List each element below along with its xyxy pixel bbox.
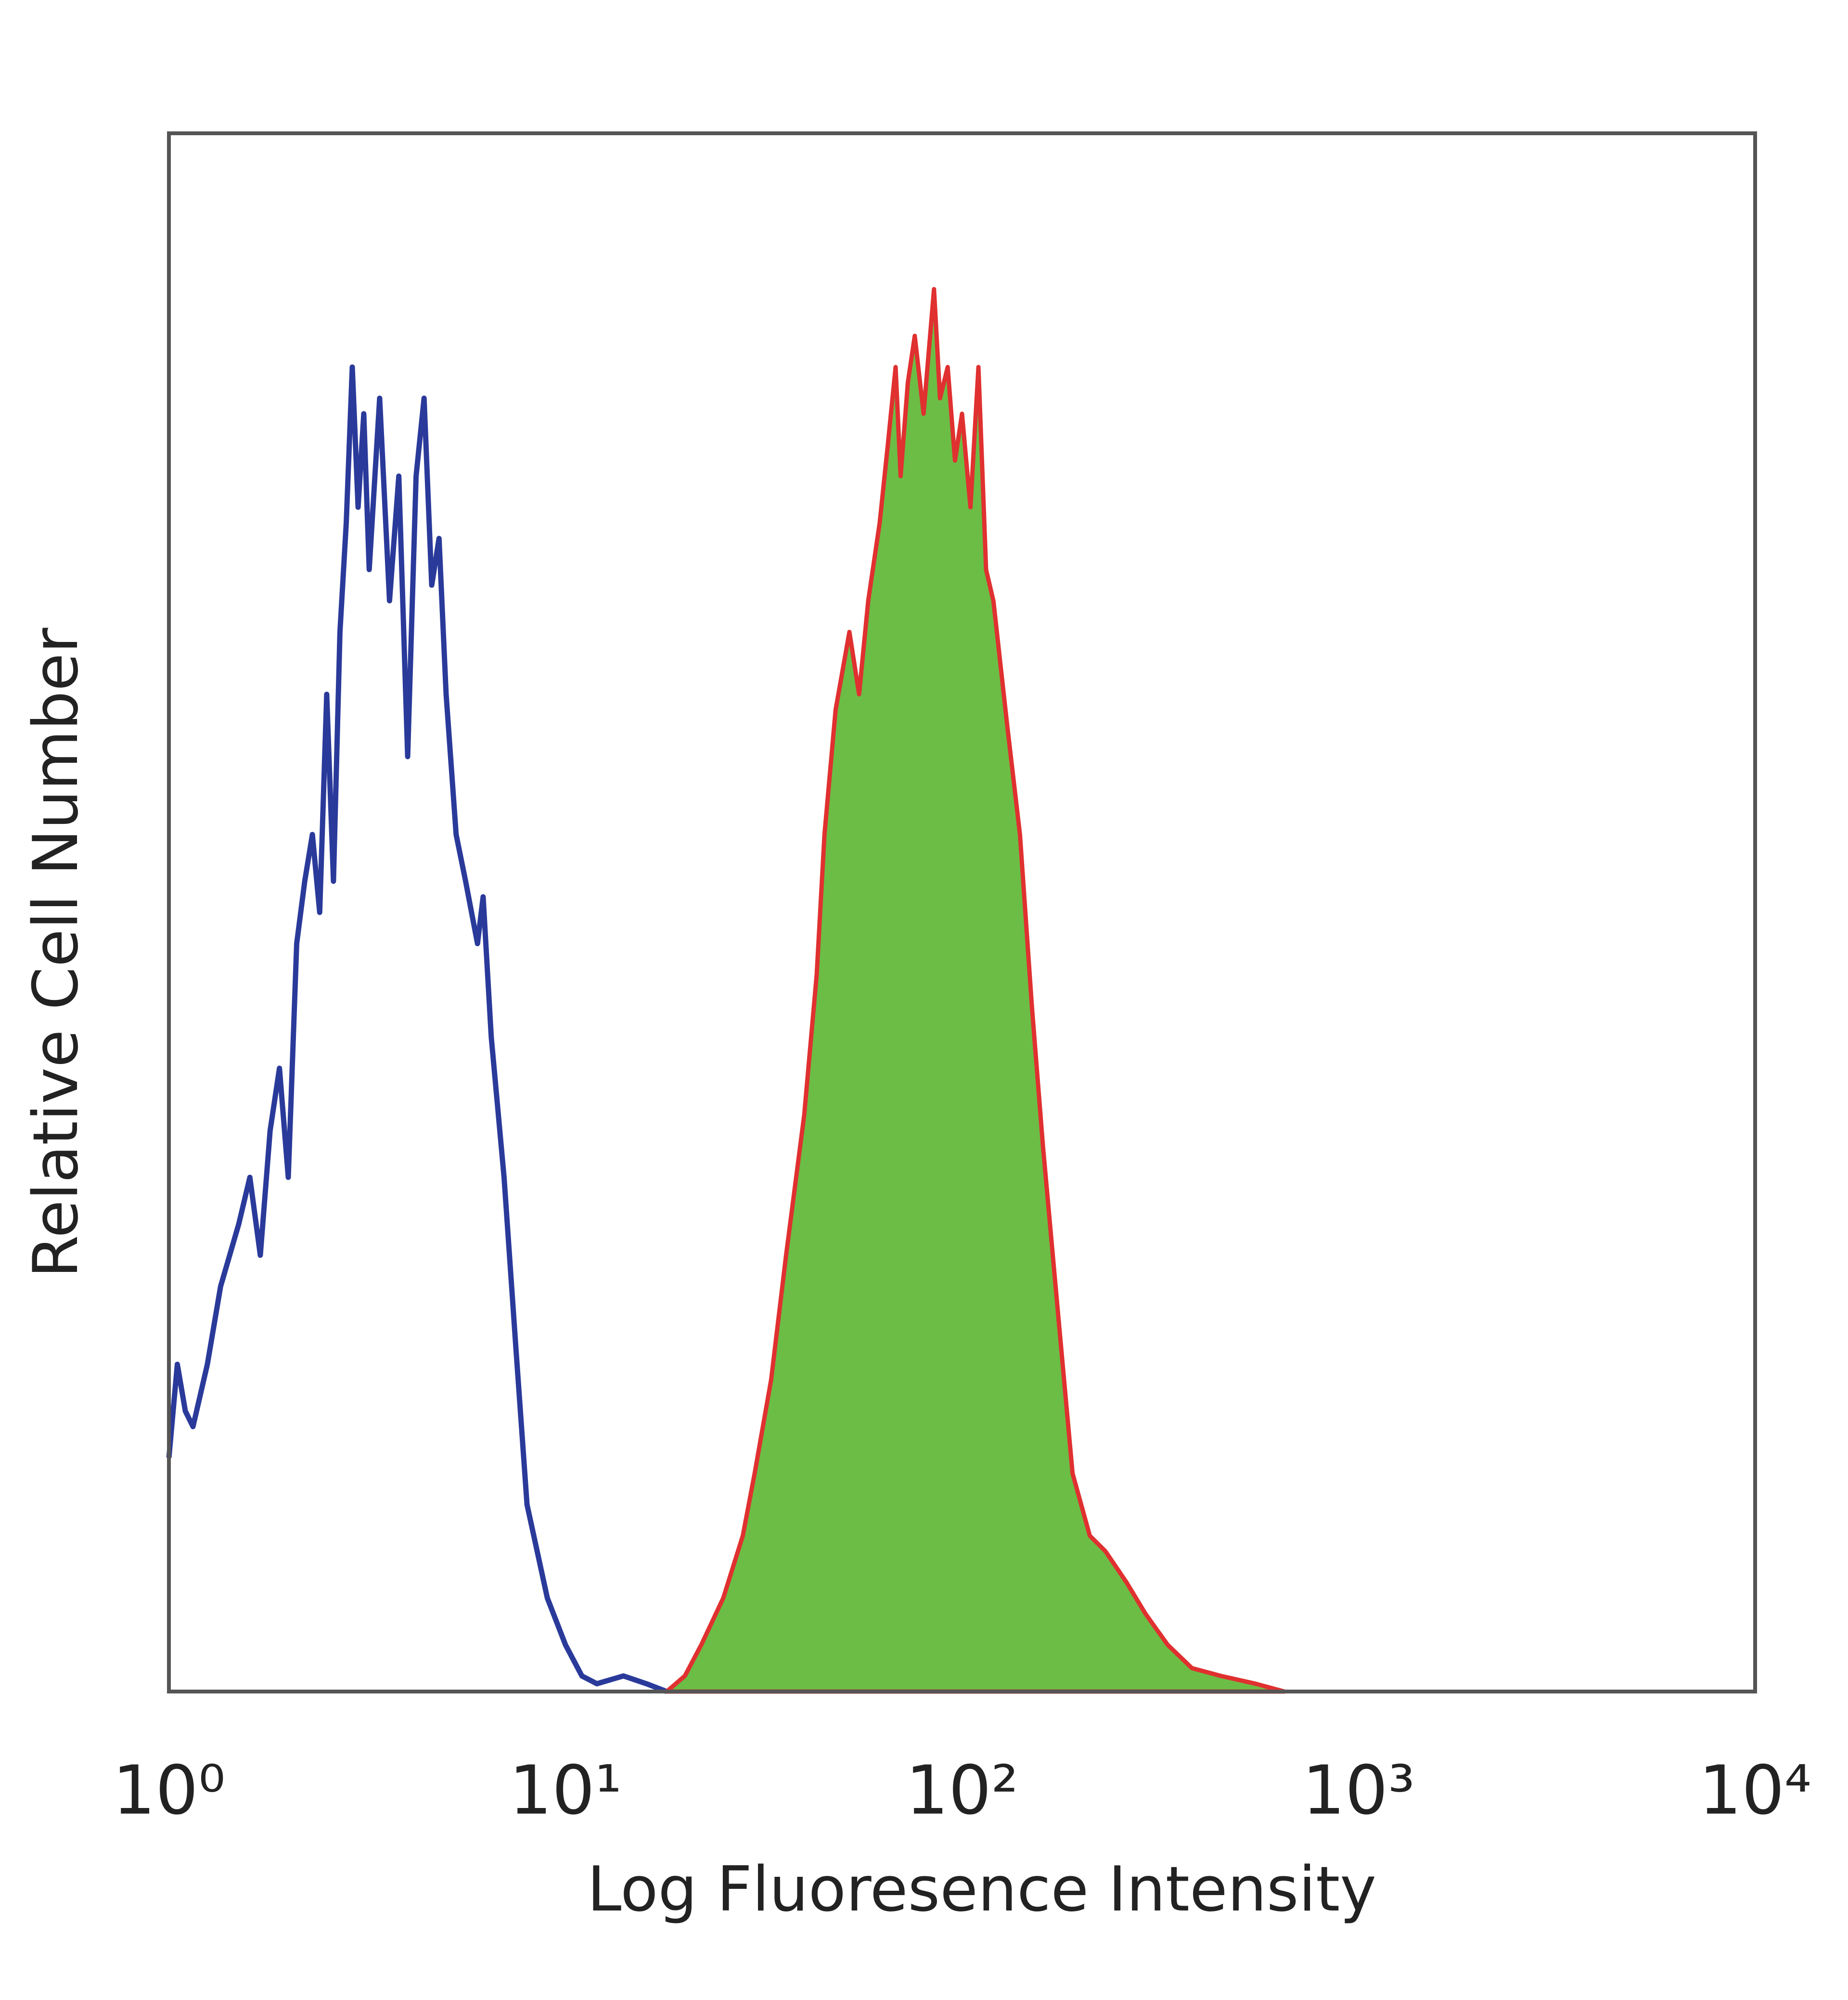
x-tick-label: 10² xyxy=(906,1752,1018,1830)
x-tick-label: 10¹ xyxy=(509,1752,622,1830)
x-tick-label: 10³ xyxy=(1302,1752,1415,1830)
x-axis-title: Log Fluoresence Intensity xyxy=(587,1854,1376,1925)
histogram-line xyxy=(166,364,668,1694)
y-axis-title: Relative Cell Number xyxy=(20,628,92,1278)
histogram-area xyxy=(664,287,1287,1694)
x-tick-label: 10⁰ xyxy=(113,1752,225,1830)
x-tick-label: 10⁴ xyxy=(1699,1752,1811,1830)
